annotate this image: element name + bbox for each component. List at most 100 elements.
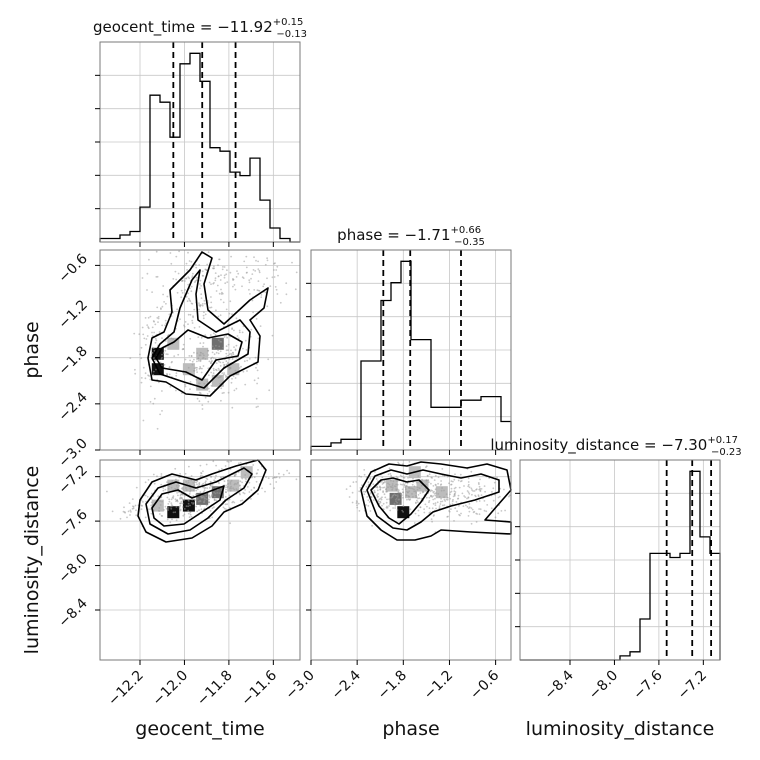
sample-point: [159, 500, 162, 502]
sample-point: [231, 377, 233, 380]
sample-point: [225, 360, 228, 363]
sample-point: [345, 488, 348, 490]
sample-point: [233, 284, 236, 286]
sample-point: [159, 504, 162, 506]
sample-point: [163, 509, 165, 511]
sample-point: [185, 481, 188, 483]
sample-point: [225, 376, 227, 378]
sample-point: [381, 504, 383, 507]
sample-point: [162, 352, 165, 354]
sample-point: [168, 498, 171, 501]
sample-point: [434, 474, 437, 477]
sample-point: [199, 366, 202, 368]
sample-point: [189, 489, 192, 492]
sample-point: [356, 506, 359, 509]
sample-point: [441, 487, 443, 489]
sample-point: [198, 484, 201, 486]
sample-point: [150, 492, 153, 495]
sample-point: [232, 375, 235, 378]
sample-point: [240, 466, 243, 469]
sample-point: [470, 470, 473, 473]
sample-point: [248, 288, 250, 291]
sample-point: [430, 495, 432, 497]
sample-point: [233, 329, 235, 332]
sample-point: [150, 512, 153, 515]
x-tick-label-geocent_time: −12.2: [105, 668, 147, 710]
sample-point: [207, 400, 210, 403]
sample-point: [140, 499, 143, 502]
sample-point: [141, 277, 144, 279]
sample-point: [235, 483, 238, 485]
sample-point: [383, 486, 386, 489]
sample-point: [201, 408, 204, 410]
sample-point: [390, 474, 392, 477]
sample-point: [206, 263, 209, 266]
sample-point: [374, 471, 376, 473]
sample-point: [134, 368, 136, 371]
sample-point: [202, 356, 205, 359]
sample-point: [239, 480, 242, 483]
sample-point: [426, 475, 429, 477]
sample-point: [156, 427, 159, 430]
sample-point: [451, 500, 454, 503]
sample-point: [267, 477, 270, 480]
sample-point: [475, 500, 478, 503]
contour-mid-phase-geocent: [151, 269, 251, 389]
sample-point: [457, 497, 460, 500]
sample-point: [391, 487, 394, 489]
sample-point: [479, 487, 481, 490]
sample-point: [288, 472, 291, 475]
sample-point: [175, 478, 177, 481]
sample-point: [187, 481, 190, 484]
sample-point: [412, 496, 414, 498]
sample-point: [225, 352, 228, 355]
sample-point: [235, 317, 238, 320]
sample-point: [448, 510, 450, 512]
quantile-lines: [172, 42, 713, 660]
sample-point: [129, 357, 132, 359]
sample-point: [230, 487, 233, 490]
sample-point: [211, 485, 214, 488]
sample-point: [388, 483, 391, 486]
sample-point: [170, 486, 173, 489]
sample-point: [282, 473, 285, 476]
sample-point: [453, 478, 456, 481]
sample-point: [187, 502, 190, 505]
sample-point: [226, 269, 228, 272]
contour-inner-dist-phase: [370, 477, 430, 525]
density-cell: [240, 466, 253, 479]
sample-point: [165, 507, 168, 510]
sample-point: [440, 497, 442, 500]
sample-point: [179, 504, 182, 507]
sample-point: [415, 496, 418, 499]
sample-point: [466, 490, 469, 492]
sample-point: [235, 344, 238, 347]
sample-point: [190, 290, 193, 293]
sample-point: [363, 469, 366, 471]
sample-point: [457, 494, 460, 497]
sample-point: [149, 378, 152, 381]
sample-point: [182, 348, 185, 350]
sample-point: [242, 370, 245, 373]
sample-point: [177, 494, 179, 497]
sample-point: [166, 518, 169, 521]
sample-point: [191, 501, 193, 504]
sample-point: [198, 264, 201, 266]
sample-point: [151, 326, 154, 329]
sample-point: [255, 318, 258, 320]
sample-point: [219, 314, 222, 317]
sample-point: [213, 506, 215, 508]
sample-point: [200, 336, 203, 339]
sample-point: [141, 326, 144, 329]
sample-point: [414, 490, 417, 493]
sample-point: [187, 505, 190, 508]
sample-point: [234, 288, 237, 291]
sample-point: [228, 494, 231, 497]
sample-point: [256, 363, 258, 366]
sample-point: [418, 487, 421, 489]
sample-point: [127, 510, 130, 513]
sample-point: [232, 353, 235, 356]
sample-point: [222, 495, 225, 498]
sample-point: [158, 381, 160, 384]
sample-point: [227, 479, 229, 482]
